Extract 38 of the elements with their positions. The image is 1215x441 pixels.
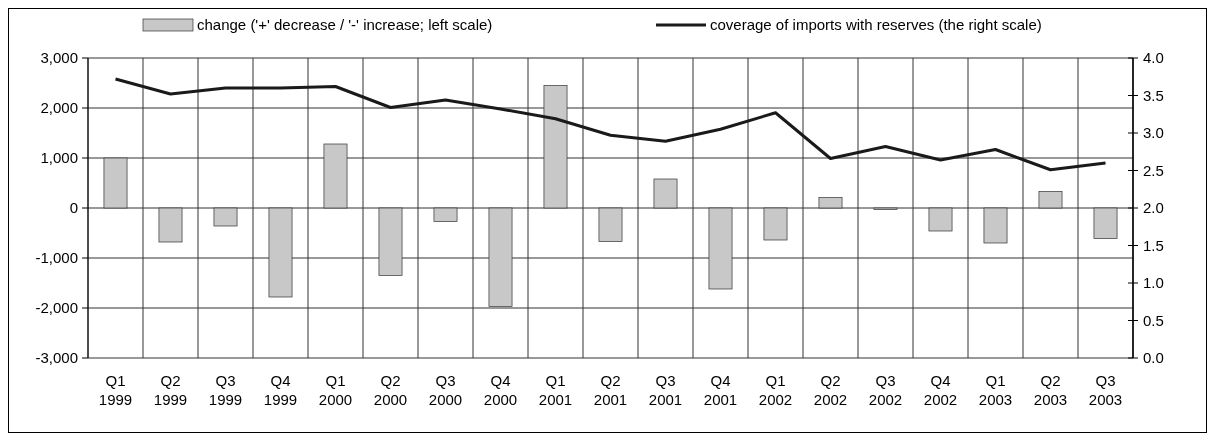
y2-tick-label: 1.0 (1143, 274, 1164, 292)
y-tick-label: 1,000 (40, 149, 78, 167)
y2-tick-label: 3.0 (1143, 124, 1164, 142)
x-tick-label: Q4 2002 (923, 372, 958, 408)
x-tick-label: Q4 1999 (263, 372, 298, 408)
x-tick-label: Q4 2001 (703, 372, 738, 408)
y2-tick-label: 0.5 (1143, 311, 1164, 329)
y2-tick-label: 2.0 (1143, 199, 1164, 217)
x-tick-label: Q1 2003 (978, 372, 1013, 408)
y-tick-label: -2,000 (35, 299, 78, 317)
x-tick-label: Q2 2000 (373, 372, 408, 408)
x-tick-label: Q2 2001 (593, 372, 628, 408)
x-tick-label: Q2 2003 (1033, 372, 1068, 408)
x-tick-label: Q1 1999 (98, 372, 133, 408)
x-tick-label: Q2 2002 (813, 372, 848, 408)
x-tick-label: Q3 2000 (428, 372, 463, 408)
line-series (114, 77, 1107, 172)
y-tick-label: -3,000 (35, 349, 78, 367)
x-tick-label: Q3 2001 (648, 372, 683, 408)
y-tick-label: -1,000 (35, 249, 78, 267)
y2-tick-label: 0.0 (1143, 349, 1164, 367)
x-tick-label: Q1 2002 (758, 372, 793, 408)
y-tick-label: 0 (69, 199, 78, 217)
y2-tick-label: 4.0 (1143, 49, 1164, 67)
y-tick-label: 3,000 (40, 49, 78, 67)
x-tick-label: Q1 2001 (538, 372, 573, 408)
x-tick-label: Q2 1999 (153, 372, 188, 408)
y2-tick-label: 3.5 (1143, 86, 1164, 104)
y2-tick-label: 2.5 (1143, 161, 1164, 179)
x-tick-label: Q3 2002 (868, 372, 903, 408)
y2-tick-label: 1.5 (1143, 236, 1164, 254)
legend-label: coverage of imports with reserves (the right scale) (710, 16, 1042, 34)
y-tick-label: 2,000 (40, 99, 78, 117)
x-tick-label: Q3 1999 (208, 372, 243, 408)
legend-label: change ('+' decrease / '-' increase; left scale) (197, 16, 493, 34)
x-tick-label: Q1 2000 (318, 372, 353, 408)
x-tick-label: Q3 2003 (1088, 372, 1123, 408)
x-tick-label: Q4 2000 (483, 372, 518, 408)
